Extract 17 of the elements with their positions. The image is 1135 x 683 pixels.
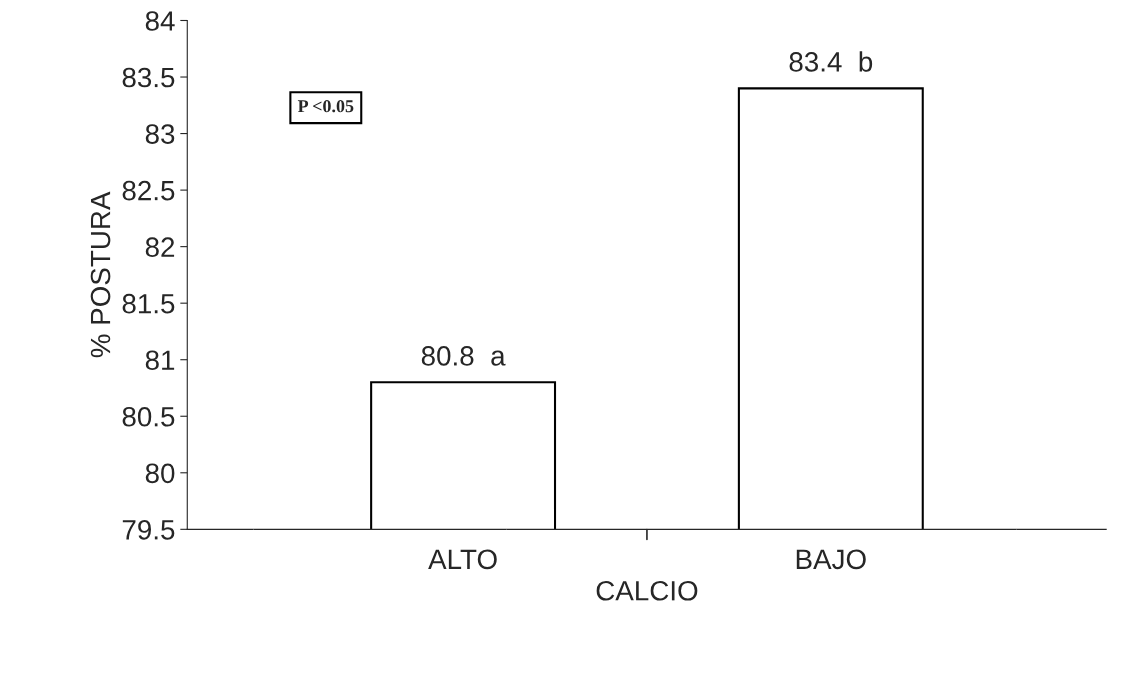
y-tick-label: 81.5 — [122, 293, 175, 314]
y-tick-label: 80.5 — [122, 406, 175, 427]
x-tick-label: ALTO — [428, 549, 497, 570]
y-tick-label: 79.5 — [122, 519, 175, 540]
y-axis-title: % POSTURA — [90, 191, 111, 358]
y-tick-label: 80 — [145, 463, 175, 484]
x-tick-label: BAJO — [796, 549, 866, 570]
y-tick-label: 82 — [145, 237, 175, 257]
y-tick-label: 82.5 — [122, 180, 175, 201]
y-tick-label: 84 — [145, 11, 175, 31]
annotation: P <0.05 — [297, 100, 354, 113]
y-tick-label: 81 — [145, 350, 175, 371]
y-tick-label: 83.5 — [122, 67, 175, 88]
data-label: 83.4 b — [789, 51, 873, 72]
data-label: 80.8 a — [421, 346, 506, 366]
y-tick-label: 83 — [145, 124, 175, 144]
x-axis-title: CALCIO — [596, 580, 698, 601]
